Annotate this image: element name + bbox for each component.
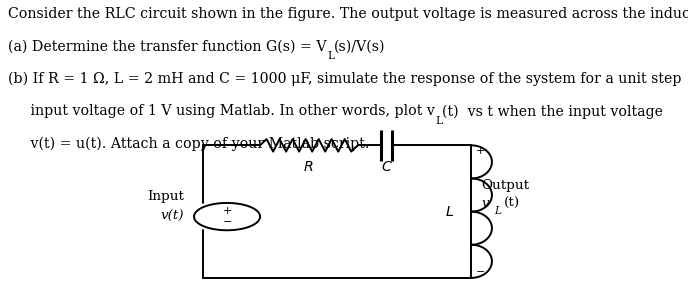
Text: $R$: $R$: [303, 160, 314, 174]
Text: v: v: [482, 197, 489, 210]
Text: (s)/V(s): (s)/V(s): [334, 39, 385, 53]
Text: −: −: [222, 217, 232, 227]
Text: L: L: [494, 206, 501, 216]
Text: Input: Input: [147, 190, 184, 203]
Text: (t): (t): [504, 197, 521, 210]
Text: Consider the RLC circuit shown in the figure. The output voltage is measured acr: Consider the RLC circuit shown in the fi…: [8, 7, 688, 21]
Text: v(t) = u(t). Attach a copy of your Matlab script.: v(t) = u(t). Attach a copy of your Matla…: [8, 137, 369, 151]
Text: v(t): v(t): [161, 210, 184, 223]
Text: +: +: [222, 206, 232, 216]
Text: (a) Determine the transfer function G(s) = V: (a) Determine the transfer function G(s)…: [8, 39, 327, 53]
Text: $C$: $C$: [380, 160, 393, 174]
Text: input voltage of 1 V using Matlab. In other words, plot v: input voltage of 1 V using Matlab. In ot…: [8, 104, 435, 118]
Text: +: +: [476, 146, 486, 156]
Text: $L$: $L$: [445, 205, 454, 219]
Text: −: −: [476, 267, 486, 277]
Text: L: L: [435, 116, 442, 126]
Text: Output: Output: [482, 179, 530, 192]
Text: (t)  vs t when the input voltage: (t) vs t when the input voltage: [442, 104, 663, 119]
Text: (b) If R = 1 Ω, L = 2 mH and C = 1000 μF, simulate the response of the system fo: (b) If R = 1 Ω, L = 2 mH and C = 1000 μF…: [8, 72, 682, 86]
Text: L: L: [327, 51, 334, 61]
